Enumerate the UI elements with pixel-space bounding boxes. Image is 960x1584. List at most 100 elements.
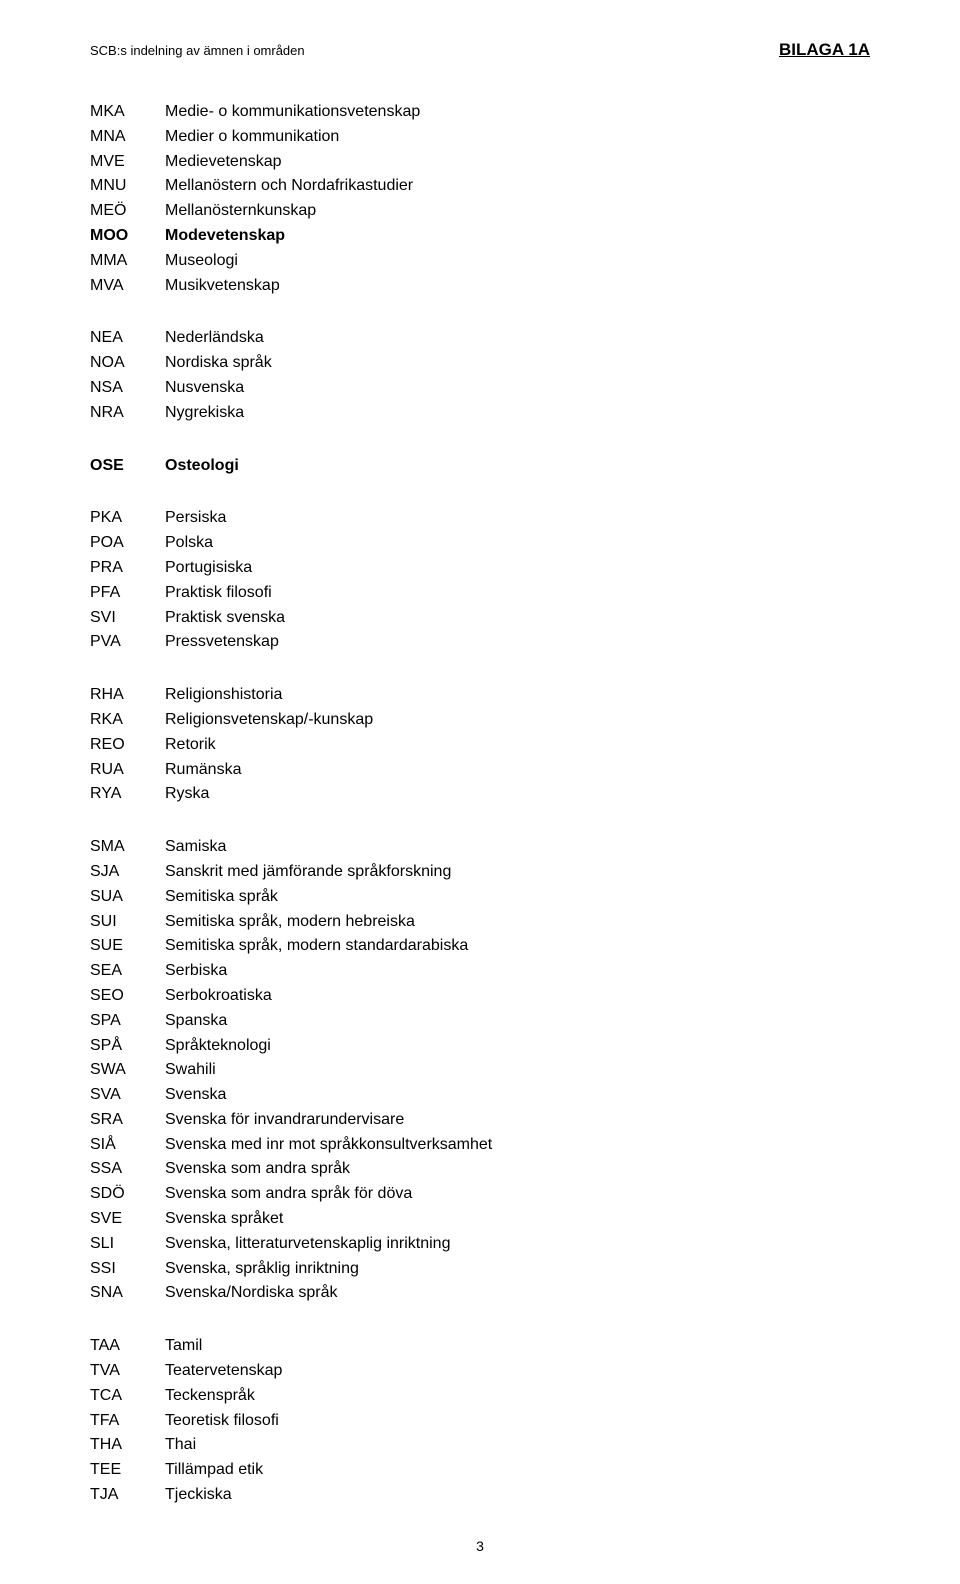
list-row: SSASvenska som andra språk bbox=[90, 1157, 870, 1182]
list-row: SMASamiska bbox=[90, 835, 870, 860]
subject-code: SIÅ bbox=[90, 1133, 165, 1158]
subject-code: SLI bbox=[90, 1232, 165, 1257]
subject-desc: Swahili bbox=[165, 1058, 870, 1083]
list-row: MMAMuseologi bbox=[90, 249, 870, 274]
subject-code: NEA bbox=[90, 326, 165, 351]
subject-desc: Medier o kommunikation bbox=[165, 125, 870, 150]
subject-code: MKA bbox=[90, 100, 165, 125]
subject-desc: Svenska med inr mot språkkonsultverksamh… bbox=[165, 1133, 870, 1158]
subject-desc: Svenska som andra språk för döva bbox=[165, 1182, 870, 1207]
list-row: OSEOsteologi bbox=[90, 454, 870, 479]
list-row: REORetorik bbox=[90, 733, 870, 758]
header-left: SCB:s indelning av ämnen i områden bbox=[90, 43, 305, 58]
subject-desc: Svenska, språklig inriktning bbox=[165, 1257, 870, 1282]
list-row: NSANusvenska bbox=[90, 376, 870, 401]
subject-desc: Semitiska språk, modern standardarabiska bbox=[165, 934, 870, 959]
subject-desc: Teatervetenskap bbox=[165, 1359, 870, 1384]
subject-desc: Nygrekiska bbox=[165, 401, 870, 426]
subject-code: SDÖ bbox=[90, 1182, 165, 1207]
subject-desc: Pressvetenskap bbox=[165, 630, 870, 655]
subject-code: MVA bbox=[90, 274, 165, 299]
subject-code: SUI bbox=[90, 910, 165, 935]
list-row: SUESemitiska språk, modern standardarabi… bbox=[90, 934, 870, 959]
subject-desc: Samiska bbox=[165, 835, 870, 860]
subject-code: PKA bbox=[90, 506, 165, 531]
header-right: BILAGA 1A bbox=[779, 40, 870, 60]
subject-desc: Rumänska bbox=[165, 758, 870, 783]
subject-desc: Svenska bbox=[165, 1083, 870, 1108]
subject-code: SSI bbox=[90, 1257, 165, 1282]
subject-desc: Religionshistoria bbox=[165, 683, 870, 708]
list-row: MNUMellanöstern och Nordafrikastudier bbox=[90, 174, 870, 199]
list-row: TJATjeckiska bbox=[90, 1483, 870, 1508]
subject-code: MOO bbox=[90, 224, 165, 249]
list-row: MVAMusikvetenskap bbox=[90, 274, 870, 299]
list-row: SWASwahili bbox=[90, 1058, 870, 1083]
list-row: RYARyska bbox=[90, 782, 870, 807]
subject-desc: Polska bbox=[165, 531, 870, 556]
subject-code: SWA bbox=[90, 1058, 165, 1083]
subject-desc: Musikvetenskap bbox=[165, 274, 870, 299]
subject-code: RKA bbox=[90, 708, 165, 733]
subject-desc: Svenska, litteraturvetenskaplig inriktni… bbox=[165, 1232, 870, 1257]
list-row: NRANygrekiska bbox=[90, 401, 870, 426]
list-row: SPASpanska bbox=[90, 1009, 870, 1034]
list-row: MNAMedier o kommunikation bbox=[90, 125, 870, 150]
list-row: PVAPressvetenskap bbox=[90, 630, 870, 655]
subject-desc: Medievetenskap bbox=[165, 150, 870, 175]
group-t: TAATamilTVATeatervetenskapTCATeckenspråk… bbox=[90, 1334, 870, 1508]
subject-code: SJA bbox=[90, 860, 165, 885]
subject-code: SSA bbox=[90, 1157, 165, 1182]
subject-code: NSA bbox=[90, 376, 165, 401]
list-row: RKAReligionsvetenskap/-kunskap bbox=[90, 708, 870, 733]
subject-code: TVA bbox=[90, 1359, 165, 1384]
subject-desc: Medie- o kommunikationsvetenskap bbox=[165, 100, 870, 125]
list-row: SRASvenska för invandrarundervisare bbox=[90, 1108, 870, 1133]
subject-code: REO bbox=[90, 733, 165, 758]
subject-desc: Ryska bbox=[165, 782, 870, 807]
subject-desc: Religionsvetenskap/-kunskap bbox=[165, 708, 870, 733]
subject-code: NOA bbox=[90, 351, 165, 376]
subject-code: RYA bbox=[90, 782, 165, 807]
list-row: TFATeoretisk filosofi bbox=[90, 1409, 870, 1434]
list-row: SVASvenska bbox=[90, 1083, 870, 1108]
subject-code: TJA bbox=[90, 1483, 165, 1508]
subject-desc: Svenska språket bbox=[165, 1207, 870, 1232]
subject-code: NRA bbox=[90, 401, 165, 426]
list-row: THAThai bbox=[90, 1433, 870, 1458]
subject-desc: Teckenspråk bbox=[165, 1384, 870, 1409]
subject-desc: Thai bbox=[165, 1433, 870, 1458]
document-page: SCB:s indelning av ämnen i områden BILAG… bbox=[0, 0, 960, 1584]
subject-desc: Museologi bbox=[165, 249, 870, 274]
list-row: NEANederländska bbox=[90, 326, 870, 351]
subject-code: SVI bbox=[90, 606, 165, 631]
subject-desc: Semitiska språk, modern hebreiska bbox=[165, 910, 870, 935]
subject-code: POA bbox=[90, 531, 165, 556]
list-row: RUARumänska bbox=[90, 758, 870, 783]
list-row: SLISvenska, litteraturvetenskaplig inrik… bbox=[90, 1232, 870, 1257]
subject-code: MNU bbox=[90, 174, 165, 199]
list-row: MKAMedie- o kommunikationsvetenskap bbox=[90, 100, 870, 125]
subject-desc: Retorik bbox=[165, 733, 870, 758]
list-row: SDÖSvenska som andra språk för döva bbox=[90, 1182, 870, 1207]
group-r: RHAReligionshistoriaRKAReligionsvetenska… bbox=[90, 683, 870, 807]
subject-desc: Svenska som andra språk bbox=[165, 1157, 870, 1182]
subject-code: SEO bbox=[90, 984, 165, 1009]
subject-code: SEA bbox=[90, 959, 165, 984]
subject-code: SVA bbox=[90, 1083, 165, 1108]
subject-code: SMA bbox=[90, 835, 165, 860]
list-row: PRAPortugisiska bbox=[90, 556, 870, 581]
list-row: PFAPraktisk filosofi bbox=[90, 581, 870, 606]
list-row: TVATeatervetenskap bbox=[90, 1359, 870, 1384]
subject-desc: Praktisk filosofi bbox=[165, 581, 870, 606]
subject-desc: Svenska för invandrarundervisare bbox=[165, 1108, 870, 1133]
subject-desc: Språkteknologi bbox=[165, 1034, 870, 1059]
subject-desc: Serbokroatiska bbox=[165, 984, 870, 1009]
page-number: 3 bbox=[90, 1538, 870, 1554]
subject-code: OSE bbox=[90, 454, 165, 479]
list-row: SJASanskrit med jämförande språkforsknin… bbox=[90, 860, 870, 885]
subject-desc: Sanskrit med jämförande språkforskning bbox=[165, 860, 870, 885]
subject-code: TAA bbox=[90, 1334, 165, 1359]
subject-code: MVE bbox=[90, 150, 165, 175]
subject-desc: Teoretisk filosofi bbox=[165, 1409, 870, 1434]
